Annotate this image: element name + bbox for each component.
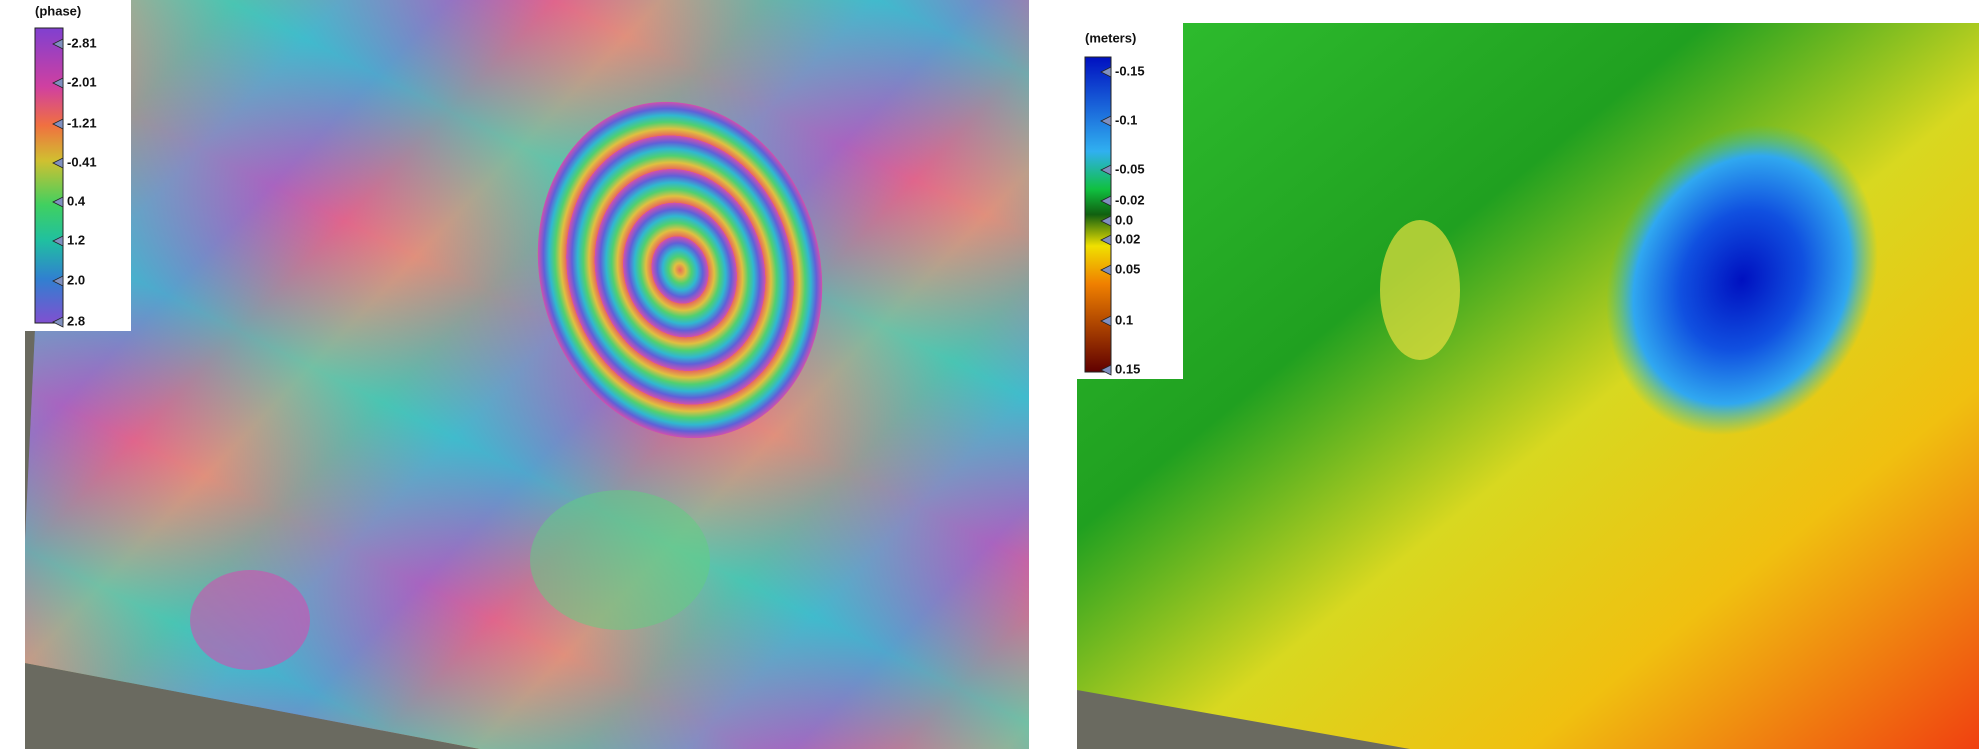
legend-tick-label: -2.81 [67, 35, 97, 50]
legend-tick-label: 0.1 [1115, 312, 1133, 327]
legend-tick-label: 2.0 [67, 272, 85, 287]
legend-tick-label: -0.02 [1115, 192, 1145, 207]
legend-tick-label: 1.2 [67, 232, 85, 247]
legend-tick-label: -1.21 [67, 115, 97, 130]
legend-tick-label: 2.8 [67, 313, 85, 328]
legend-tick-label: -2.01 [67, 74, 97, 89]
screenshot: (phase) (meters) -2.81 -2.01 -1.21 -0.41 0.4… [0, 0, 1979, 749]
legend-tick-label: -0.1 [1115, 112, 1137, 127]
legend-tick-label: -0.05 [1115, 161, 1145, 176]
phase-map [25, 0, 1029, 749]
legend-tick-label: 0.02 [1115, 231, 1140, 246]
legend-tick-label: -0.15 [1115, 63, 1145, 78]
deformation-map [1077, 23, 1979, 749]
legend-title: (meters) [1085, 30, 1136, 45]
legend-tick-label: 0.15 [1115, 361, 1140, 376]
legend-tick-label: 0.0 [1115, 212, 1133, 227]
legend-tick-label: 0.4 [67, 193, 86, 208]
legend-title: (phase) [35, 3, 81, 18]
legend-tick-label: -0.41 [67, 154, 97, 169]
legend-tick-label: 0.05 [1115, 261, 1140, 276]
